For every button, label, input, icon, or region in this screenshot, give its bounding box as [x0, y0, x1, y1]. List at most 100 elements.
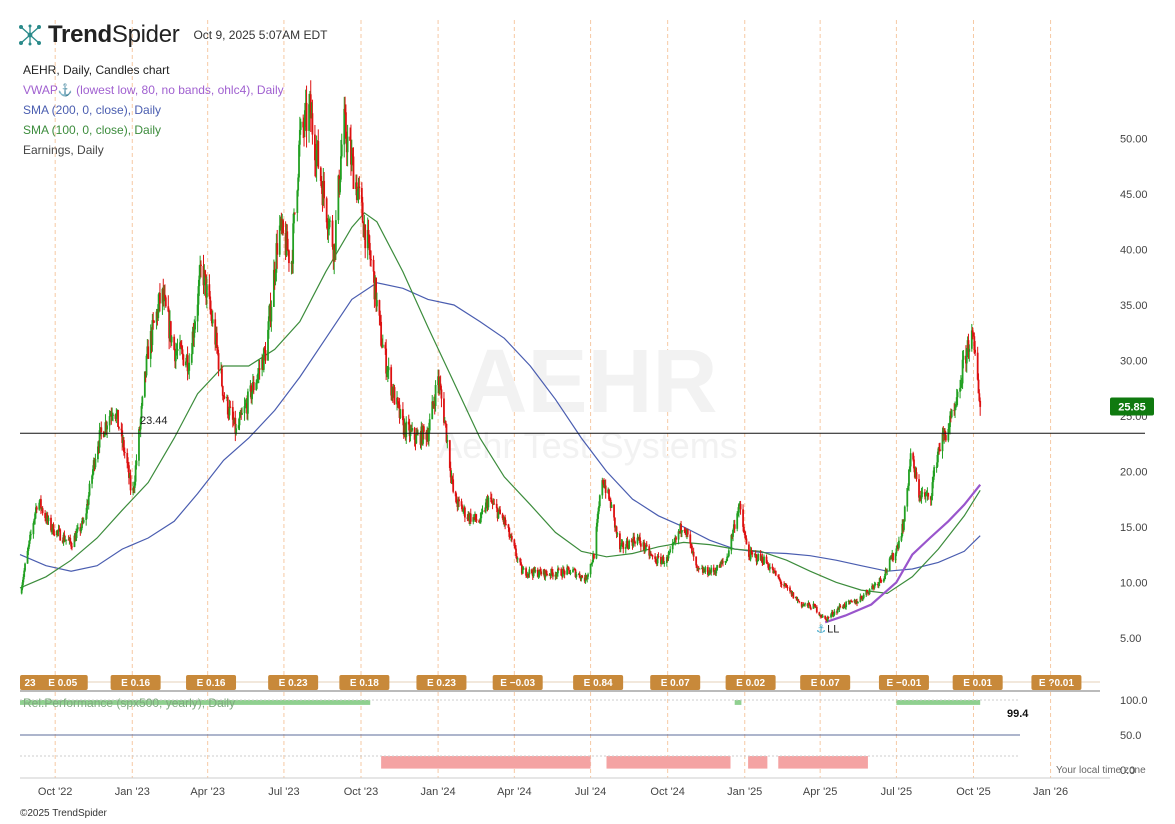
- candle-body: [575, 574, 578, 577]
- rel-tick-label: 100.0: [1120, 695, 1148, 707]
- candle-body: [20, 588, 23, 594]
- candle-body: [133, 487, 135, 489]
- candle-body: [707, 574, 710, 576]
- candle-body: [111, 415, 114, 417]
- candle-body: [428, 419, 431, 431]
- candle-body: [457, 499, 460, 507]
- candle-body: [244, 404, 247, 407]
- legend-sma100[interactable]: SMA (100, 0, close), Daily: [23, 123, 162, 137]
- watermark-name: Aehr Test Systems: [438, 425, 737, 466]
- candle-body: [173, 336, 176, 350]
- candle-body: [159, 292, 161, 304]
- candle-body: [534, 569, 537, 572]
- candle-body: [802, 604, 805, 606]
- candle-body: [587, 574, 589, 577]
- candles: [20, 80, 982, 623]
- candle-body: [504, 517, 507, 525]
- candle-body: [526, 575, 528, 577]
- candle-body: [739, 503, 742, 510]
- candle-body: [138, 429, 140, 461]
- sma200-line: [19, 282, 981, 572]
- candle-body: [810, 608, 812, 610]
- candle-body: [85, 513, 88, 520]
- earnings-label: E 0.18: [350, 678, 379, 689]
- candle-body: [756, 561, 759, 563]
- rel-performance-label: Rel.Performance (spx500, yearly), Daily: [23, 696, 235, 710]
- candle-body: [719, 562, 722, 568]
- candle-body: [345, 112, 347, 139]
- horizontal-line[interactable]: 23.44 ⚓ LL: [20, 415, 1145, 635]
- candle-body: [843, 604, 846, 608]
- candle-body: [490, 498, 493, 503]
- candle-body: [65, 539, 67, 541]
- candle-body: [604, 485, 607, 493]
- candle-body: [959, 387, 961, 392]
- earnings-label: E 0.16: [197, 678, 226, 689]
- candle-body: [737, 512, 739, 514]
- candle-body: [469, 513, 472, 522]
- candle-body: [174, 351, 177, 362]
- brand-name: TrendSpider: [48, 21, 180, 48]
- candle-body: [778, 577, 781, 579]
- candle-body: [931, 482, 934, 496]
- candle-body: [297, 177, 300, 191]
- candle-body: [452, 479, 455, 492]
- legend-vwap[interactable]: VWAP⚓ (lowest low, 80, no bands, ohlc4),…: [23, 83, 284, 97]
- candle-body: [595, 526, 598, 559]
- legend-title[interactable]: AEHR, Daily, Candles chart: [23, 63, 170, 77]
- candle-body: [633, 536, 636, 542]
- candle-body: [343, 108, 346, 145]
- y-tick-label: 50.00: [1120, 134, 1148, 146]
- candle-body: [690, 543, 693, 546]
- candle-body: [619, 533, 621, 550]
- candle-body: [880, 580, 883, 582]
- legend-earnings[interactable]: Earnings, Daily: [23, 143, 104, 157]
- candle-body: [24, 563, 26, 571]
- x-tick-label: Oct '24: [650, 786, 685, 798]
- x-tick-label: Oct '22: [38, 786, 73, 798]
- candle-body: [35, 507, 38, 510]
- candle-body: [263, 348, 266, 351]
- earnings-badge: [110, 675, 161, 690]
- candle-body: [774, 570, 777, 576]
- candle-body: [241, 413, 243, 415]
- legend-sma200[interactable]: SMA (200, 0, close), Daily: [23, 103, 162, 117]
- candle-body: [361, 202, 364, 223]
- candle-body: [979, 400, 982, 407]
- candle-body: [499, 509, 501, 515]
- candle-body: [838, 605, 841, 610]
- candle-body: [784, 583, 787, 586]
- candle-body: [455, 496, 458, 504]
- candle-body: [767, 563, 770, 568]
- candle-body: [667, 554, 670, 559]
- candle-body: [669, 549, 672, 553]
- chart-legend: AEHR, Daily, Candles chart VWAP⚓ (lowest…: [23, 60, 284, 160]
- candle-body: [563, 570, 566, 575]
- earnings-badge: [725, 675, 776, 690]
- candle-body: [598, 495, 601, 507]
- candle-body: [608, 489, 610, 500]
- x-tick-label: Jan '24: [421, 786, 456, 798]
- candle-body: [427, 430, 430, 442]
- earnings-label: E 0.01: [963, 678, 992, 689]
- candle-body: [200, 264, 202, 267]
- candle-body: [526, 573, 529, 577]
- candle-body: [358, 186, 361, 189]
- candle-body: [785, 585, 788, 588]
- candle-body: [639, 537, 641, 544]
- candle-body: [551, 568, 553, 573]
- candle-body: [515, 556, 518, 560]
- candle-body: [768, 566, 771, 570]
- candle-body: [808, 602, 811, 605]
- candle-body: [163, 294, 166, 302]
- candle-body: [484, 502, 487, 512]
- candle-body: [184, 361, 187, 366]
- candle-body: [578, 573, 581, 578]
- candle-body: [528, 569, 531, 575]
- candle-body: [712, 567, 715, 572]
- candle-body: [378, 300, 381, 316]
- candle-body: [352, 156, 355, 190]
- candle-body: [27, 546, 30, 551]
- candle-body: [479, 513, 482, 523]
